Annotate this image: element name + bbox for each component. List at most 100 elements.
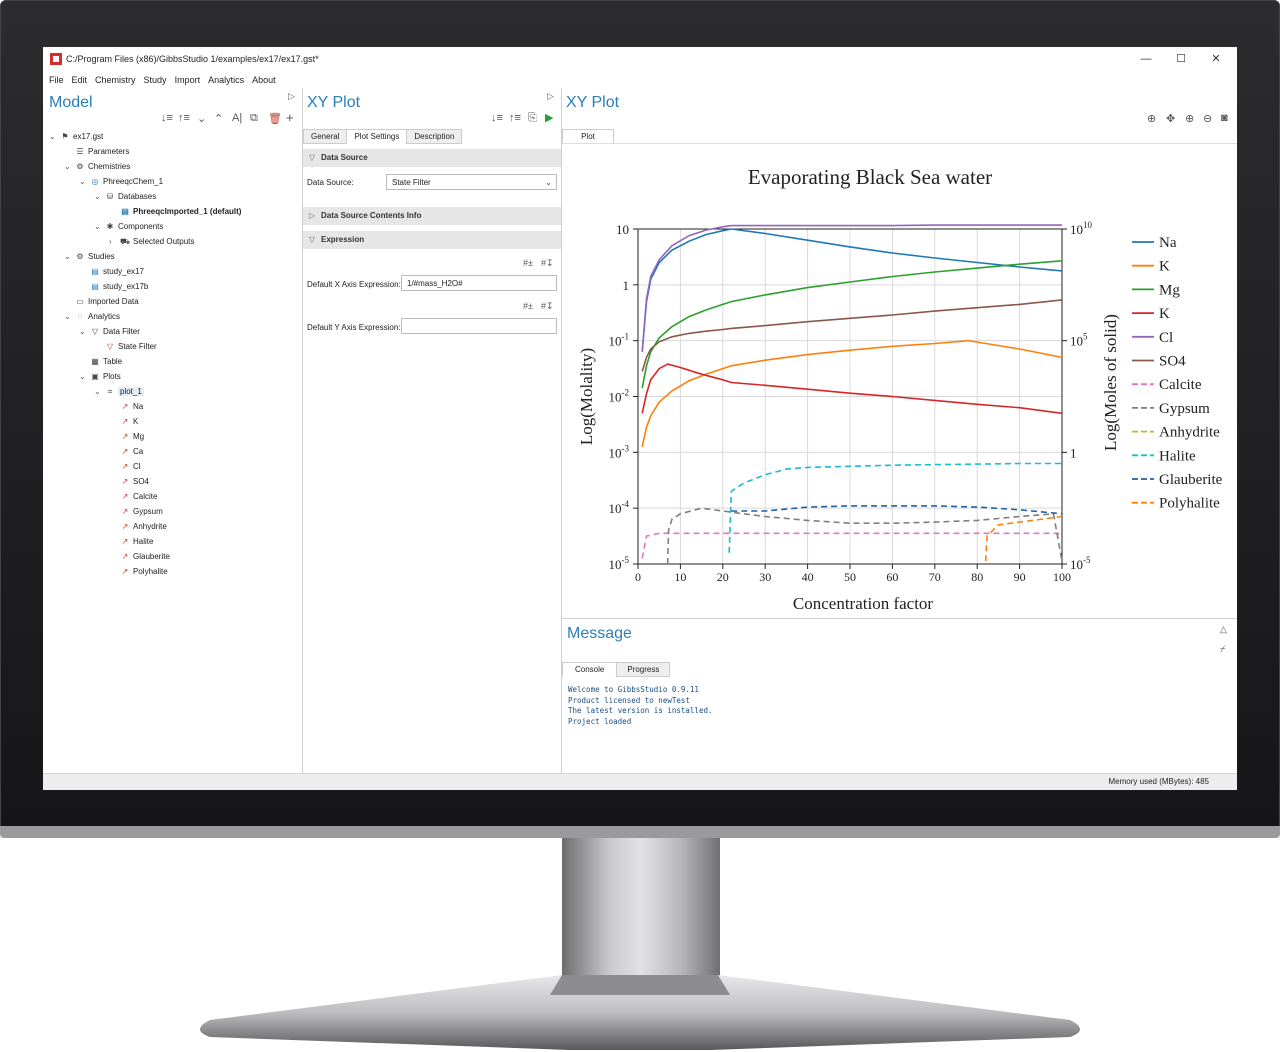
menu-import[interactable]: Import xyxy=(174,75,201,85)
tree-item-phreeqcimported-1-default[interactable]: ▤ PhreeqcImported_1 (default) xyxy=(109,205,241,219)
tree-item-components[interactable]: ⌄ ✱ Components xyxy=(94,220,163,234)
menu-chemistry[interactable]: Chemistry xyxy=(95,75,136,85)
tree-item-study-ex17[interactable]: ▤ study_ex17 xyxy=(79,265,144,279)
tree-item-anhydrite[interactable]: ↗ Anhydrite xyxy=(109,520,167,534)
move-up-icon[interactable]: ⌃ xyxy=(214,113,224,125)
tree-item-parameters[interactable]: ☰ Parameters xyxy=(64,145,129,159)
data-source-select[interactable]: State Filter ⌄ xyxy=(386,174,557,190)
chevron-down-icon[interactable]: ⌄ xyxy=(49,132,56,141)
menu-edit[interactable]: Edit xyxy=(71,75,88,85)
series-line-gypsum xyxy=(666,507,1063,565)
x-expression-input[interactable]: 1/#mass_H2O# xyxy=(401,275,557,291)
tree-item-study-ex17b[interactable]: ▤ study_ex17b xyxy=(79,280,148,294)
tree-item-cl[interactable]: ↗ Cl xyxy=(109,460,141,474)
tree-item-calcite[interactable]: ↗ Calcite xyxy=(109,490,158,504)
sort-asc-icon[interactable]: ↑≡ xyxy=(178,112,190,124)
tree-item-analytics[interactable]: ⌄ ◌ Analytics xyxy=(64,310,120,324)
chevron-down-icon[interactable]: ⌄ xyxy=(94,222,101,231)
copy-icon[interactable]: ⧉ xyxy=(250,112,258,124)
sort-asc-icon[interactable]: ↑≡ xyxy=(509,112,521,124)
chevron-down-icon[interactable]: ⌄ xyxy=(64,162,71,171)
tree-item-phreeqcchem-1[interactable]: ⌄ ◎ PhreeqcChem_1 xyxy=(79,175,163,189)
menu-file[interactable]: File xyxy=(49,75,64,85)
inspect-icon[interactable]: ⊕ xyxy=(1147,113,1157,125)
tree-item-state-filter[interactable]: ▽ State Filter xyxy=(94,340,157,354)
sort-desc-icon[interactable]: ↓≡ xyxy=(161,112,173,124)
curve-icon: ↗ xyxy=(121,477,129,486)
tree-item-polyhalite[interactable]: ↗ Polyhalite xyxy=(109,565,168,579)
y-tick-label: 10 xyxy=(616,222,629,237)
tree-item-selected-outputs[interactable]: › ⛟ Selected Outputs xyxy=(109,235,194,249)
panel-collapse-icon[interactable]: ▷ xyxy=(288,91,295,101)
chevron-down-icon[interactable]: ⌄ xyxy=(79,372,86,381)
menu-study[interactable]: Study xyxy=(143,75,167,85)
tree-item-plot-1[interactable]: ⌄ ⌗ plot_1 xyxy=(94,385,144,399)
chevron-down-icon[interactable]: ⌄ xyxy=(79,327,86,336)
tree-item-plots[interactable]: ⌄ ▣ Plots xyxy=(79,370,121,384)
tree-item-data-filter[interactable]: ⌄ ▽ Data Filter xyxy=(79,325,140,339)
zoom-in-icon[interactable]: ⊕ xyxy=(1185,113,1195,125)
series-line-cl xyxy=(641,224,1062,352)
camera-icon[interactable]: ◙ xyxy=(1221,112,1228,124)
run-icon[interactable]: ▶ xyxy=(545,112,554,124)
chevron-down-icon[interactable]: ⌄ xyxy=(64,252,71,261)
tree-item-so4[interactable]: ↗ SO4 xyxy=(109,475,149,489)
minimize-button[interactable]: — xyxy=(1140,53,1152,65)
chevron-down-icon[interactable]: ⌄ xyxy=(64,312,71,321)
tree-item-databases[interactable]: ⌄ ⛁ Databases xyxy=(94,190,156,204)
tree-item-glauberite[interactable]: ↗ Glauberite xyxy=(109,550,170,564)
insert-variable-icon[interactable]: #± xyxy=(523,258,533,268)
tree-item-ca[interactable]: ↗ Ca xyxy=(109,445,144,459)
y-tick-label: 10-4 xyxy=(609,499,630,516)
tab-plot-settings[interactable]: Plot Settings xyxy=(346,129,408,144)
tree-item-na[interactable]: ↗ Na xyxy=(109,400,144,414)
gears-icon: ⚙ xyxy=(76,252,84,261)
zoom-out-icon[interactable]: ⊖ xyxy=(1203,113,1213,125)
tree-item-mg[interactable]: ↗ Mg xyxy=(109,430,144,444)
close-button[interactable]: ✕ xyxy=(1211,53,1221,65)
export-icon[interactable]: ⎘ xyxy=(528,112,537,124)
move-down-icon[interactable]: ⌄ xyxy=(197,113,207,125)
tree-item-gypsum[interactable]: ↗ Gypsum xyxy=(109,505,163,519)
tree-item-ex17-gst[interactable]: ⌄ ⚑ ex17.gst xyxy=(49,130,103,144)
tree-item-chemistries[interactable]: ⌄ ⚙ Chemistries xyxy=(64,160,130,174)
add-icon[interactable]: + xyxy=(286,110,294,125)
tree-item-table[interactable]: ▦ Table xyxy=(79,355,122,369)
curve-icon: ↗ xyxy=(121,507,129,516)
chevron-down-icon: ⌄ xyxy=(545,178,552,187)
tree-item-imported-data[interactable]: ▭ Imported Data xyxy=(64,295,138,309)
section-data-source-info[interactable]: ▷ Data Source Contents Info xyxy=(303,207,561,225)
section-expression[interactable]: ▽ Expression xyxy=(303,231,561,249)
edit-expression-icon[interactable]: #↧ xyxy=(541,258,554,268)
chevron-right-icon[interactable]: › xyxy=(109,237,112,246)
tree-item-label: Gypsum xyxy=(133,507,163,516)
menu-about[interactable]: About xyxy=(252,75,276,85)
insert-variable-icon[interactable]: #± xyxy=(523,301,533,311)
clear-icon[interactable]: ⌿ xyxy=(1220,644,1226,654)
chevron-down-icon[interactable]: ⌄ xyxy=(79,177,86,186)
tree-item-halite[interactable]: ↗ Halite xyxy=(109,535,154,549)
y-expression-input[interactable] xyxy=(401,318,557,334)
chart: Evaporating Black Sea water 0 10 20 30 40 50 60… xyxy=(577,165,1223,613)
delete-icon[interactable]: 🗑 xyxy=(268,113,282,125)
rename-icon[interactable]: A| xyxy=(232,112,243,124)
tab-console[interactable]: Console xyxy=(562,662,618,677)
tree-item-studies[interactable]: ⌄ ⚙ Studies xyxy=(64,250,115,264)
menu-analytics[interactable]: Analytics xyxy=(208,75,245,85)
sort-desc-icon[interactable]: ↓≡ xyxy=(491,112,503,124)
tab-plot[interactable]: Plot xyxy=(562,129,614,144)
tab-general[interactable]: General xyxy=(303,129,348,144)
pan-icon[interactable]: ✥ xyxy=(1166,113,1176,125)
tab-description[interactable]: Description xyxy=(406,129,463,144)
chevron-down-icon[interactable]: ⌄ xyxy=(94,192,101,201)
panel-collapse-icon[interactable]: △ xyxy=(1220,624,1227,634)
tab-progress[interactable]: Progress xyxy=(616,662,671,677)
curve-icon: ↗ xyxy=(121,402,129,411)
curve-icon: ↗ xyxy=(121,567,129,576)
chevron-down-icon[interactable]: ⌄ xyxy=(94,387,101,396)
panel-collapse-icon[interactable]: ▷ xyxy=(547,91,554,101)
section-data-source[interactable]: ▽ Data Source xyxy=(303,149,561,167)
maximize-button[interactable]: ☐ xyxy=(1176,53,1186,65)
tree-item-k[interactable]: ↗ K xyxy=(109,415,139,429)
edit-expression-icon[interactable]: #↧ xyxy=(541,301,554,311)
